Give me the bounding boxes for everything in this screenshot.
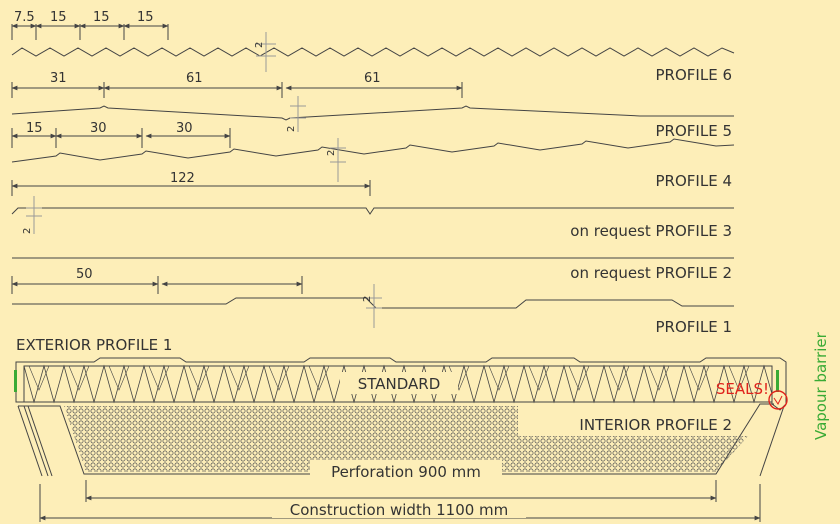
dim-p1-h: 2 <box>362 296 373 302</box>
perforation-label: Perforation 900 mm <box>331 463 481 481</box>
profile-4-label: PROFILE 4 <box>656 172 732 190</box>
dim-p3-a: 122 <box>170 171 195 186</box>
vapour-label: Vapour barrier <box>812 331 830 440</box>
dim-p4-c: 30 <box>176 121 193 136</box>
profile-3-label: on request PROFILE 3 <box>570 222 732 240</box>
seal-circle <box>768 390 788 410</box>
dim-p5-h: 2 <box>286 126 297 132</box>
interior-label: INTERIOR PROFILE 2 <box>579 416 732 434</box>
perforation-area <box>64 406 748 472</box>
dim-p6-d: 15 <box>137 10 154 25</box>
profile-1: 50 2 PROFILE 1 <box>11 267 734 336</box>
seals-label: SEALS! <box>716 380 769 398</box>
vapour-strip-right <box>776 370 779 392</box>
profile-2: on request PROFILE 2 <box>12 257 734 282</box>
construction-width-label: Construction width 1100 mm <box>290 501 509 519</box>
profile-3: 122 2 on request PROFILE 3 <box>11 171 734 240</box>
profile-4: 15 30 30 2 PROFILE 4 <box>11 121 735 190</box>
exterior-label: EXTERIOR PROFILE 1 <box>16 336 172 354</box>
dim-p1-a: 50 <box>76 267 93 282</box>
dim-p4-h: 2 <box>326 150 337 156</box>
profile-6: 7.5 15 15 15 2 PROFILE 6 <box>11 10 735 84</box>
panel-section: EXTERIOR PROFILE 1 STANDARD Perforation … <box>14 331 830 522</box>
dim-p6-c: 15 <box>93 10 110 25</box>
profile-5-label: PROFILE 5 <box>656 122 732 140</box>
dim-p4-a: 15 <box>26 121 43 136</box>
profile-6-label: PROFILE 6 <box>656 66 732 84</box>
dim-p5-b: 61 <box>186 71 203 86</box>
profile-2-label: on request PROFILE 2 <box>570 264 732 282</box>
dim-p6-b: 15 <box>50 10 67 25</box>
dim-p6-h: 2 <box>254 42 265 48</box>
dim-p4-b: 30 <box>90 121 107 136</box>
dim-p6-a: 7.5 <box>14 10 35 25</box>
core-label: STANDARD <box>358 375 441 393</box>
dim-p5-a: 31 <box>50 71 67 86</box>
dim-p5-c: 61 <box>364 71 381 86</box>
profile-5: 31 61 61 2 PROFILE 5 <box>11 71 734 140</box>
vapour-strip-left <box>14 370 17 392</box>
dim-p3-h: 2 <box>22 228 33 234</box>
profile-1-label: PROFILE 1 <box>656 318 732 336</box>
